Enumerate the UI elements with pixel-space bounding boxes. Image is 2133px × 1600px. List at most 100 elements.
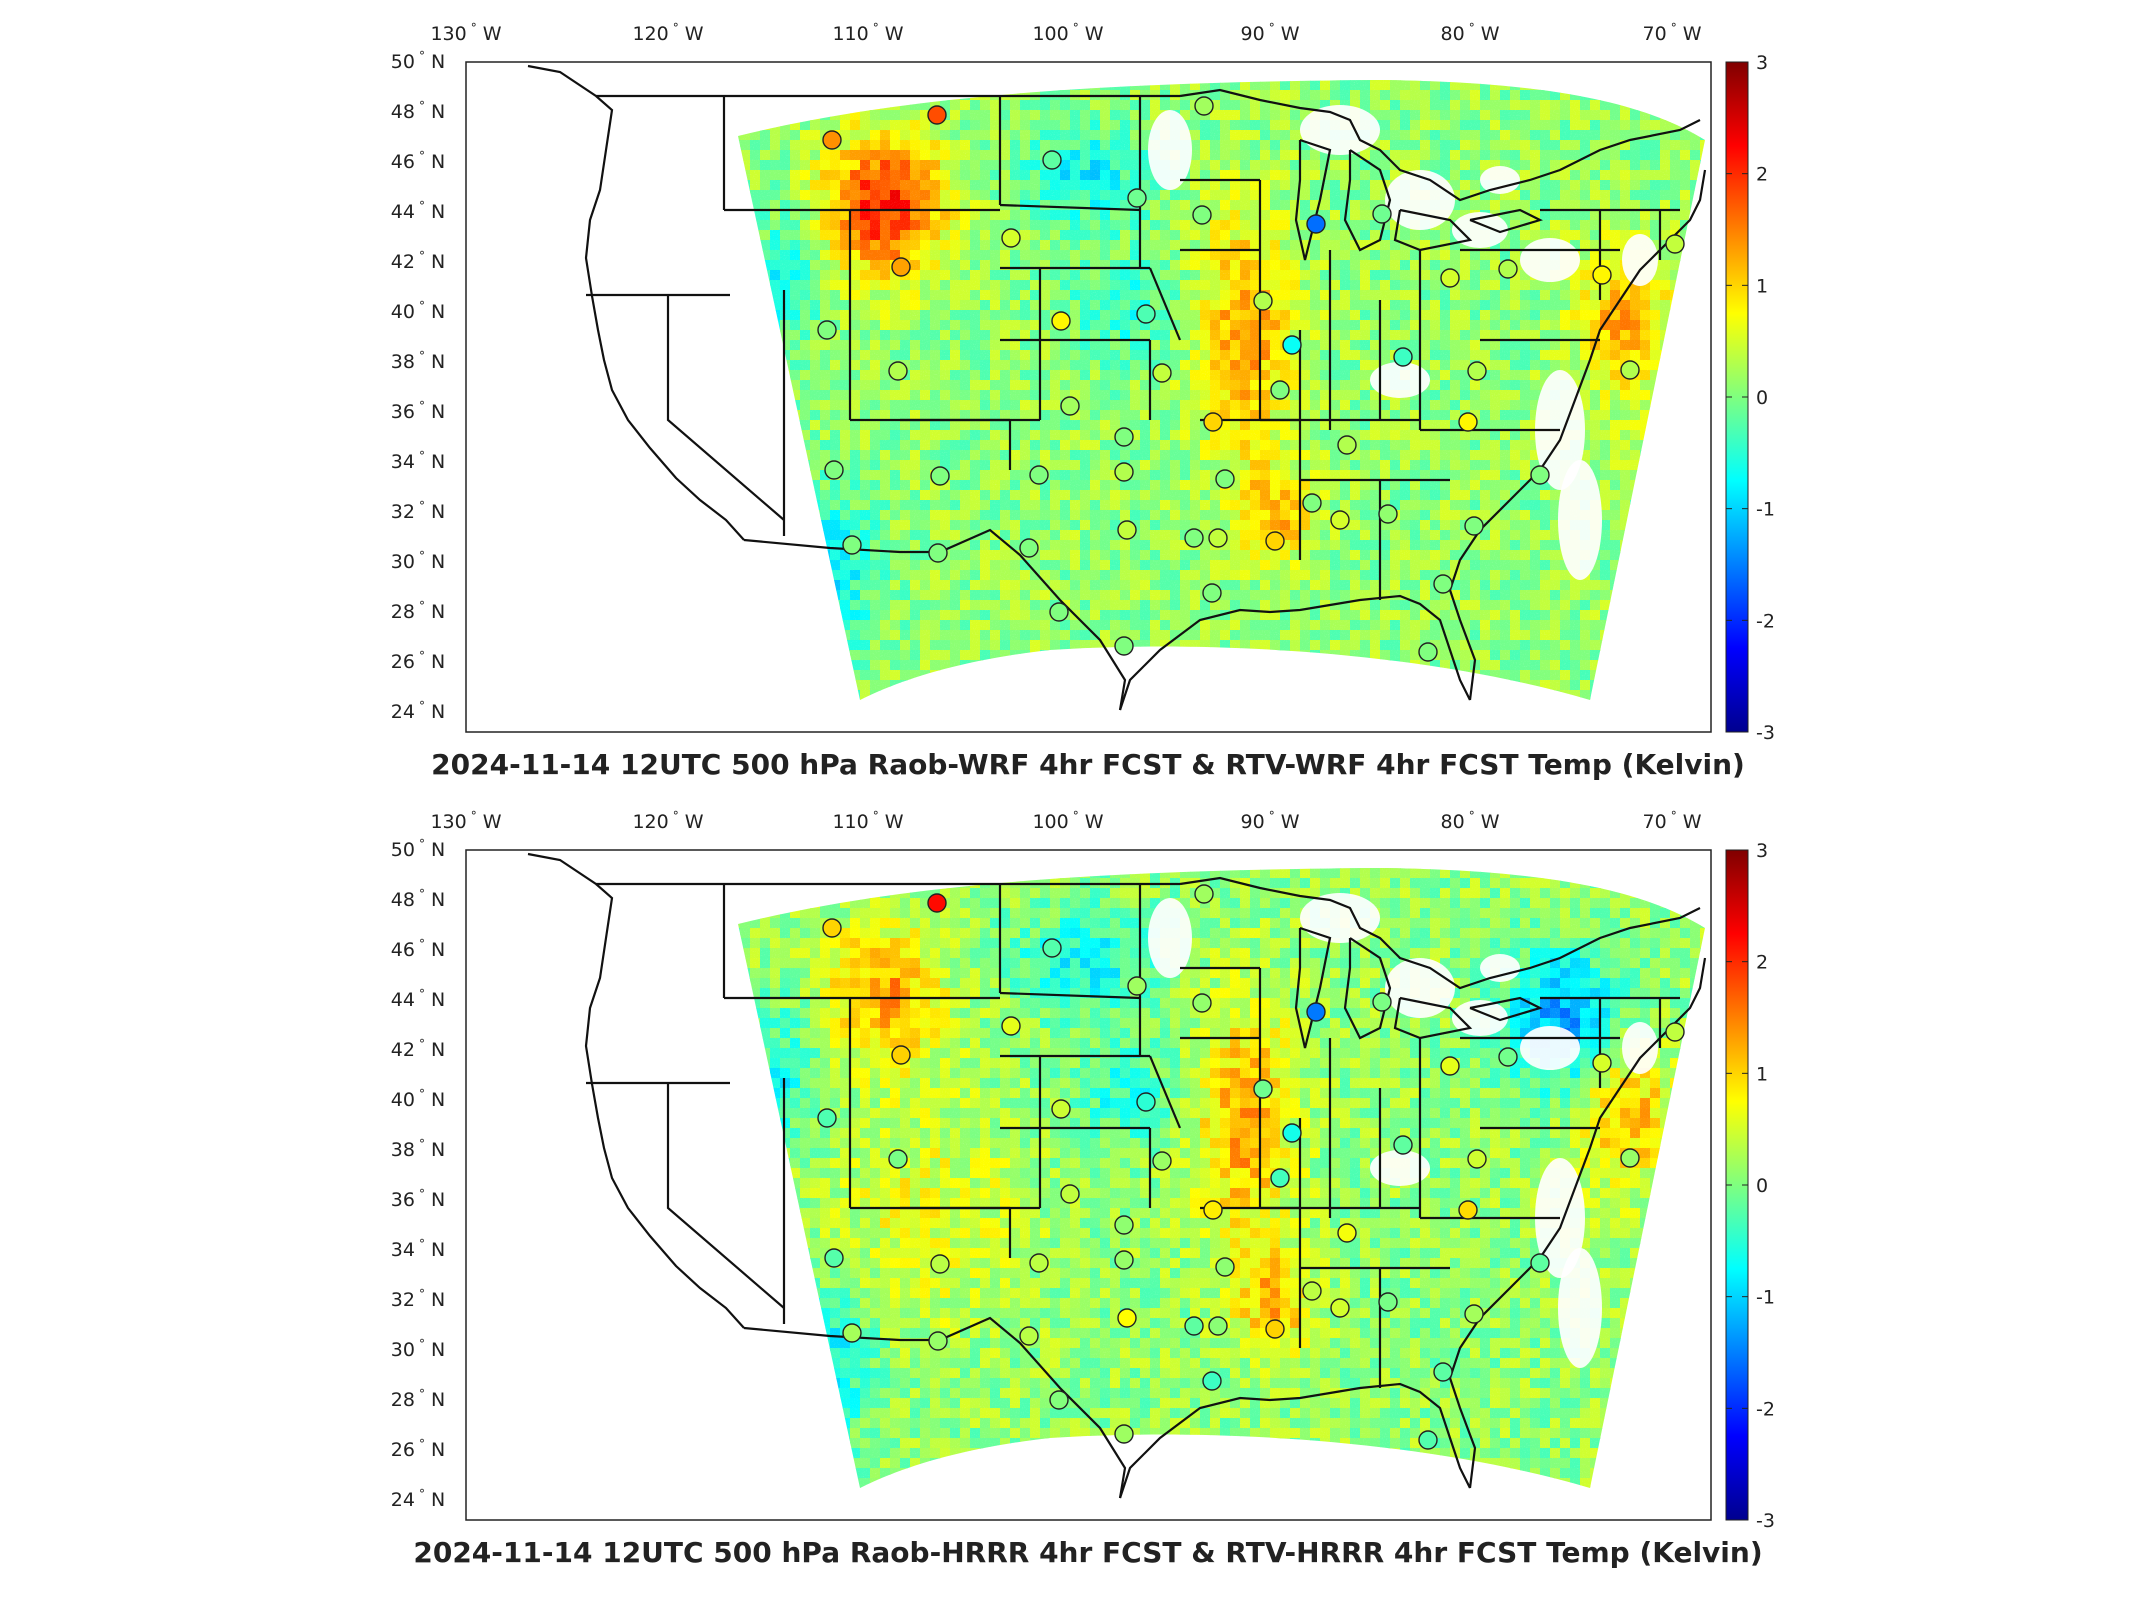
latitude-label: 38 ° N [391, 349, 445, 373]
station-marker [1467, 1149, 1487, 1169]
station-marker [1114, 1250, 1134, 1270]
station-marker [1433, 574, 1453, 594]
panel-title-wrf: 2024-11-14 12UTC 500 hPa Raob-WRF 4hr FC… [431, 748, 1745, 781]
station-marker [1202, 1371, 1222, 1391]
colorbar-tick-label: 3 [1756, 52, 1768, 74]
colorbar-tick-label: -2 [1756, 610, 1775, 632]
station-marker [928, 543, 948, 563]
station-marker [1302, 493, 1322, 513]
border-line [1393, 208, 1473, 252]
latitude-label: 26 ° N [391, 1437, 445, 1461]
latitude-label: 46 ° N [391, 937, 445, 961]
station-marker [1330, 510, 1350, 530]
station-marker [1049, 1390, 1069, 1410]
station-marker [1458, 1200, 1478, 1220]
border-line [743, 528, 1127, 711]
station-marker [1265, 1319, 1285, 1339]
station-marker [842, 1323, 862, 1343]
station-marker [891, 1045, 911, 1065]
latitude-label: 42 ° N [391, 249, 445, 273]
station-marker [1203, 412, 1223, 432]
station-marker [1530, 465, 1550, 485]
station-marker [1372, 204, 1392, 224]
station-marker [1440, 1056, 1460, 1076]
station-marker [1114, 1215, 1134, 1235]
station-marker [1378, 504, 1398, 524]
station-marker [930, 466, 950, 486]
station-marker [1042, 150, 1062, 170]
station-marker [1192, 993, 1212, 1013]
station-marker [1393, 1135, 1413, 1155]
station-marker [1433, 1362, 1453, 1382]
station-marker [1498, 259, 1518, 279]
longitude-label: 110 ° W [832, 21, 903, 45]
station-marker [824, 1248, 844, 1268]
station-marker [1194, 884, 1214, 904]
station-marker [1337, 435, 1357, 455]
map-panel-wrf [465, 61, 1712, 733]
station-marker [888, 361, 908, 381]
longitude-label: 110 ° W [832, 809, 903, 833]
station-marker [1208, 528, 1228, 548]
station-marker [1253, 1079, 1273, 1099]
station-marker [1114, 1424, 1134, 1444]
station-marker [1184, 528, 1204, 548]
station-marker [1330, 1298, 1350, 1318]
border-line [1118, 594, 1471, 711]
colorbar-tick-label: -3 [1756, 1510, 1775, 1532]
border-line [1469, 996, 1543, 1022]
station-marker [1060, 1184, 1080, 1204]
raob-station-markers [817, 884, 1685, 1450]
border-line [743, 1316, 1127, 1499]
station-marker [822, 130, 842, 150]
station-marker [1136, 1092, 1156, 1112]
latitude-label: 32 ° N [391, 499, 445, 523]
latitude-label: 42 ° N [391, 1037, 445, 1061]
panel-title-hrrr: 2024-11-14 12UTC 500 hPa Raob-HRRR 4hr F… [413, 1536, 1762, 1569]
station-marker [1253, 291, 1273, 311]
longitude-label: 70 ° W [1643, 809, 1702, 833]
station-marker [1458, 412, 1478, 432]
station-marker [1019, 1326, 1039, 1346]
station-marker [1464, 1304, 1484, 1324]
latitude-label: 30 ° N [391, 1337, 445, 1361]
station-marker [1152, 363, 1172, 383]
station-marker [888, 1149, 908, 1169]
latitude-label: 40 ° N [391, 299, 445, 323]
station-marker [1194, 96, 1214, 116]
station-marker [1060, 396, 1080, 416]
colorbar-tick-label: -1 [1756, 499, 1775, 521]
longitude-label: 100 ° W [1032, 21, 1103, 45]
station-marker [1001, 1016, 1021, 1036]
latitude-label: 30 ° N [391, 549, 445, 573]
station-marker [1136, 304, 1156, 324]
latitude-label: 48 ° N [391, 887, 445, 911]
station-marker [1418, 1430, 1438, 1450]
station-marker [1042, 938, 1062, 958]
station-marker [1337, 1223, 1357, 1243]
latitude-label: 46 ° N [391, 149, 445, 173]
station-marker [1114, 427, 1134, 447]
colorbar-2: 3 2 1 0 -1 -2 -3 [1725, 840, 1775, 1532]
colorbar-tick-label: 2 [1756, 164, 1768, 186]
border-line [1343, 937, 1392, 1040]
station-marker [930, 1254, 950, 1274]
latitude-label: 34 ° N [391, 449, 445, 473]
station-marker [1215, 469, 1235, 489]
colorbar-1: 3 2 1 0 -1 -2 -3 [1725, 52, 1775, 744]
latitude-label: 24 ° N [391, 699, 445, 723]
border-line [1118, 1382, 1471, 1499]
station-marker [1306, 1002, 1326, 1022]
station-marker [1202, 583, 1222, 603]
station-marker [891, 257, 911, 277]
station-marker [1592, 265, 1612, 285]
station-marker [1001, 228, 1021, 248]
border-line [1343, 149, 1392, 252]
latitude-label: 36 ° N [391, 1187, 445, 1211]
station-marker [1215, 1257, 1235, 1277]
station-marker [928, 1331, 948, 1351]
latitude-label: 26 ° N [391, 649, 445, 673]
map-panel-hrrr [465, 849, 1712, 1521]
border-line [999, 203, 1141, 212]
